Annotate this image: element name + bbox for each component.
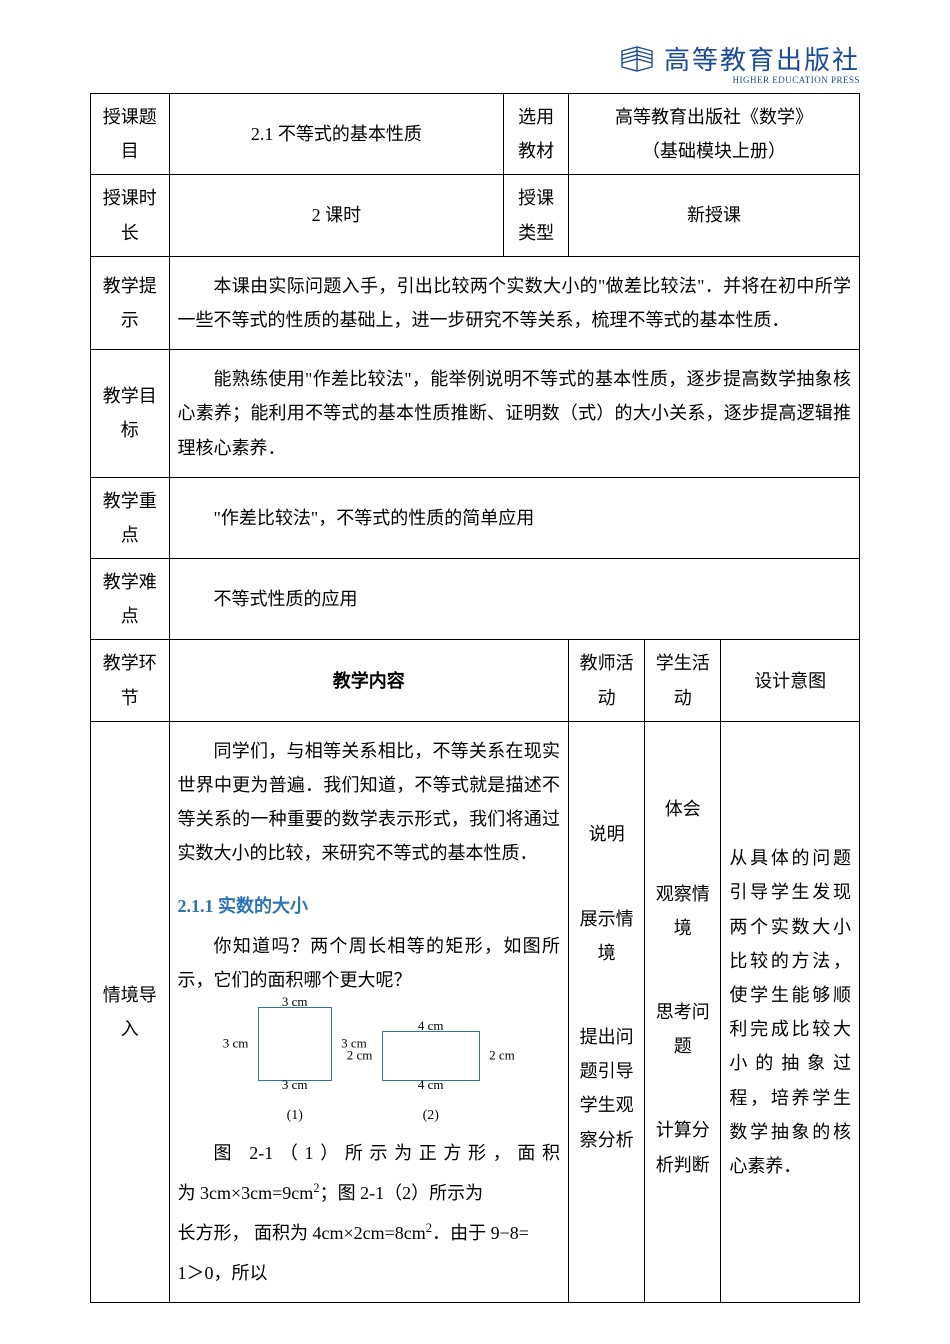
focus-text: "作差比较法"，不等式的性质的简单应用 <box>214 508 535 528</box>
col-design: 设计意图 <box>721 640 860 721</box>
body-line4: 1＞0，所以 <box>178 1256 560 1290</box>
row-duration: 授课时长 2 课时 授课类型 新授课 <box>91 175 860 256</box>
design-intent: 从具体的问题引导学生发现两个实数大小比较的方法，使学生能够顺利完成比较大小的抽象… <box>721 721 860 1303</box>
row-goal: 教学目标 能熟练使用"作差比较法"，能举例说明不等式的基本性质，逐步提高数学抽象… <box>91 350 860 478</box>
sq-dim-left: 3 cm <box>223 1032 249 1057</box>
teacher-activity: 说明 展示情境 提出问题引导学生观察分析 <box>568 721 644 1303</box>
value-duration: 2 课时 <box>169 175 504 256</box>
value-difficulty: 不等式性质的应用 <box>169 559 860 640</box>
figure-row: 3 cm 3 cm 3 cm 3 cm (1) 4 cm 4 cm 2 cm 2… <box>178 1007 560 1130</box>
page: 高等教育出版社 HIGHER EDUCATION PRESS 授课题目 2.1 … <box>0 0 950 1323</box>
body2b: ；图 2-1（2）所示为 <box>320 1183 484 1203</box>
sq-dim-top: 3 cm <box>282 990 308 1015</box>
row-difficulty: 教学难点 不等式性质的应用 <box>91 559 860 640</box>
label-difficulty: 教学难点 <box>91 559 170 640</box>
rc-dim-bottom: 4 cm <box>418 1073 444 1098</box>
question-para: 你知道吗？两个周长相等的矩形，如图所示，它们的面积哪个更大呢？ <box>178 929 560 997</box>
col-content: 教学内容 <box>169 640 568 721</box>
value-type: 新授课 <box>568 175 859 256</box>
goal-text: 能熟练使用"作差比较法"，能举例说明不等式的基本性质，逐步提高数学抽象核心素养；… <box>178 362 852 465</box>
teacher-act-1: 展示情境 <box>577 902 636 970</box>
design-text: 从具体的问题引导学生发现两个实数大小比较的方法，使学生能够顺利完成比较大小的抽象… <box>729 841 851 1183</box>
label-topic: 授课题目 <box>91 94 170 175</box>
label-goal: 教学目标 <box>91 350 170 478</box>
rc-dim-left: 2 cm <box>347 1044 373 1069</box>
tip-text: 本课由实际问题入手，引出比较两个实数大小的"做差比较法"．并将在初中所学一些不等… <box>178 269 852 337</box>
col-teacher: 教师活动 <box>568 640 644 721</box>
body3b: ．由于 9−8= <box>432 1223 529 1243</box>
label-textbook: 选用教材 <box>504 94 569 175</box>
publisher-logo-bar: 高等教育出版社 HIGHER EDUCATION PRESS <box>90 40 860 85</box>
logo-text: 高等教育出版社 HIGHER EDUCATION PRESS <box>664 40 860 85</box>
phase-label: 情境导入 <box>91 721 170 1303</box>
body2a: 为 3cm×3cm=9cm <box>178 1183 314 1203</box>
sq-dim-bottom: 3 cm <box>282 1073 308 1098</box>
body3a: 长方形， 面积为 4cm×2cm=8cm <box>178 1223 426 1243</box>
body-line1: 图 2-1（1）所示为正方形，面积 <box>178 1136 560 1170</box>
student-act-0: 体会 <box>653 792 712 826</box>
student-act-1: 观察情境 <box>653 877 712 945</box>
rectangle-shape: 4 cm 4 cm 2 cm 2 cm <box>382 1031 480 1081</box>
value-tip: 本课由实际问题入手，引出比较两个实数大小的"做差比较法"．并将在初中所学一些不等… <box>169 256 860 349</box>
row-tip: 教学提示 本课由实际问题入手，引出比较两个实数大小的"做差比较法"．并将在初中所… <box>91 256 860 349</box>
value-textbook: 高等教育出版社《数学》 （基础模块上册） <box>568 94 859 175</box>
teacher-act-2: 提出问题引导学生观察分析 <box>577 1020 636 1157</box>
label-tip: 教学提示 <box>91 256 170 349</box>
col-phase: 教学环节 <box>91 640 170 721</box>
student-act-3: 计算分析判断 <box>653 1113 712 1181</box>
square-shape: 3 cm 3 cm 3 cm 3 cm <box>258 1007 332 1081</box>
value-goal: 能熟练使用"作差比较法"，能举例说明不等式的基本性质，逐步提高数学抽象核心素养；… <box>169 350 860 478</box>
row-phase-intro: 情境导入 同学们，与相等关系相比，不等关系在现实世界中更为普遍．我们知道，不等式… <box>91 721 860 1303</box>
difficulty-text: 不等式性质的应用 <box>214 589 358 609</box>
phase-content: 同学们，与相等关系相比，不等关系在现实世界中更为普遍．我们知道，不等式就是描述不… <box>169 721 568 1303</box>
row-topic: 授课题目 2.1 不等式的基本性质 选用教材 高等教育出版社《数学》 （基础模块… <box>91 94 860 175</box>
col-student: 学生活动 <box>645 640 721 721</box>
logo-text-en: HIGHER EDUCATION PRESS <box>664 75 860 85</box>
publisher-logo: 高等教育出版社 HIGHER EDUCATION PRESS <box>618 40 860 85</box>
figure-1-square: 3 cm 3 cm 3 cm 3 cm (1) <box>258 1007 332 1130</box>
section-title: 2.1.1 实数的大小 <box>178 889 560 923</box>
textbook-line1: 高等教育出版社《数学》 <box>577 100 851 134</box>
value-focus: "作差比较法"，不等式的性质的简单应用 <box>169 477 860 558</box>
logo-text-cn: 高等教育出版社 <box>664 46 860 75</box>
student-activity: 体会 观察情境 思考问题 计算分析判断 <box>645 721 721 1303</box>
label-type: 授课类型 <box>504 175 569 256</box>
body-line3: 长方形， 面积为 4cm×2cm=8cm2．由于 9−8= <box>178 1216 560 1250</box>
label-focus: 教学重点 <box>91 477 170 558</box>
rc-dim-top: 4 cm <box>418 1014 444 1039</box>
fig2-label: (2) <box>423 1103 439 1130</box>
intro-para: 同学们，与相等关系相比，不等关系在现实世界中更为普遍．我们知道，不等式就是描述不… <box>178 734 560 871</box>
fig1-label: (1) <box>287 1103 303 1130</box>
body-line2: 为 3cm×3cm=9cm2；图 2-1（2）所示为 <box>178 1176 560 1210</box>
textbook-line2: （基础模块上册） <box>577 134 851 168</box>
rc-dim-right: 2 cm <box>489 1044 515 1069</box>
teacher-act-0: 说明 <box>577 817 636 851</box>
value-topic: 2.1 不等式的基本性质 <box>169 94 504 175</box>
figure-2-rectangle: 4 cm 4 cm 2 cm 2 cm (2) <box>382 1031 480 1130</box>
book-icon <box>618 45 656 80</box>
lesson-plan-table: 授课题目 2.1 不等式的基本性质 选用教材 高等教育出版社《数学》 （基础模块… <box>90 93 860 1303</box>
label-duration: 授课时长 <box>91 175 170 256</box>
row-column-headers: 教学环节 教学内容 教师活动 学生活动 设计意图 <box>91 640 860 721</box>
row-focus: 教学重点 "作差比较法"，不等式的性质的简单应用 <box>91 477 860 558</box>
student-act-2: 思考问题 <box>653 995 712 1063</box>
